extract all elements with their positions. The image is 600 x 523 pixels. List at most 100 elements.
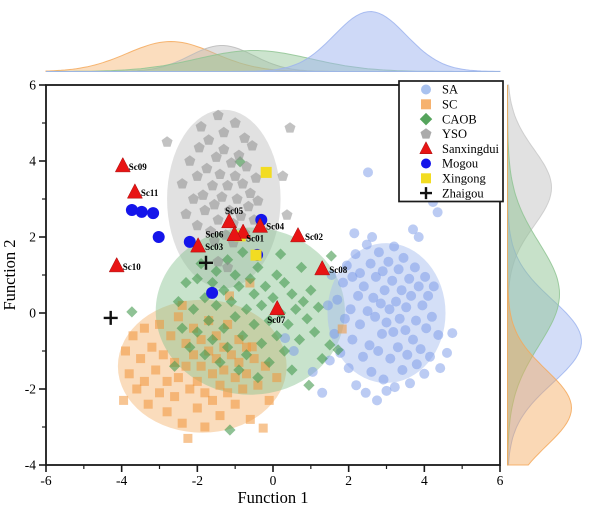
point-SC <box>223 388 233 398</box>
point-SC <box>208 369 217 379</box>
point-CAOB <box>286 364 298 376</box>
point-SA <box>365 258 376 269</box>
legend-label-Mogou: Mogou <box>442 157 479 171</box>
legend-label-YSO: YSO <box>442 127 467 141</box>
point-SA <box>442 347 452 358</box>
point-CAOB <box>203 314 215 327</box>
point-SC <box>181 338 191 348</box>
point-YSO <box>199 204 211 216</box>
point-SA <box>428 281 439 292</box>
point-SC <box>226 350 236 360</box>
point-SC <box>136 354 146 364</box>
point-SA <box>391 296 401 307</box>
point-label-Sc08: Sc08 <box>329 265 348 275</box>
point-YSO <box>233 149 245 160</box>
point-Sanxingdui-Sc06 <box>226 225 243 241</box>
point-SC <box>162 407 172 417</box>
point-label-Sc06: Sc06 <box>205 230 224 240</box>
legend-triangle-icon-Sanxingdui <box>419 141 433 154</box>
series-CAOB <box>126 156 344 436</box>
point-YSO <box>218 126 230 138</box>
point-Sanxingdui-Sc09 <box>114 156 131 173</box>
point-SA <box>355 319 365 330</box>
point-SA <box>379 285 390 296</box>
point-CAOB <box>252 261 264 274</box>
point-SA <box>367 232 378 242</box>
point-YSO <box>250 172 262 183</box>
point-YSO <box>193 141 205 153</box>
point-YSO <box>218 143 230 155</box>
point-SC <box>185 384 195 394</box>
point-SA <box>350 249 361 260</box>
point-SC <box>170 392 180 402</box>
point-SA <box>347 271 358 282</box>
point-CAOB <box>224 424 236 436</box>
point-SA <box>398 252 409 263</box>
legend-entry-Zhaigou: Zhaigou <box>420 186 484 200</box>
point-label-Sc11: Sc11 <box>141 188 159 198</box>
legend-label-SA: SA <box>442 83 458 97</box>
point-SA <box>423 290 434 301</box>
point-SA <box>347 334 358 345</box>
point-SC <box>189 323 198 333</box>
point-YSO <box>208 198 220 210</box>
point-SA <box>401 302 412 313</box>
point-SA <box>387 275 398 286</box>
point-CAOB <box>210 299 222 312</box>
point-CAOB <box>248 288 260 300</box>
point-SC <box>162 376 172 386</box>
point-SA <box>345 304 356 315</box>
point-SA <box>392 342 403 353</box>
point-CAOB <box>206 333 219 346</box>
series-YSO <box>161 109 296 273</box>
legend-entry-SC: SC <box>421 98 457 112</box>
point-CAOB <box>316 352 328 365</box>
point-CAOB <box>303 379 315 391</box>
point-SA <box>384 304 395 315</box>
legend-label-Sanxingdui: Sanxingdui <box>442 142 499 156</box>
point-SC <box>211 331 221 341</box>
point-SA <box>411 315 421 326</box>
point-YSO <box>252 195 264 206</box>
point-SA <box>353 290 364 301</box>
point-SA <box>383 256 394 267</box>
point-CAOB <box>267 292 279 304</box>
series-Zhaigou <box>103 255 213 325</box>
point-SA <box>435 363 446 374</box>
x-tick-label: 0 <box>270 473 277 488</box>
point-SA <box>363 167 373 178</box>
point-Xingong <box>260 166 272 178</box>
x-tick-label: -4 <box>116 473 127 488</box>
point-YSO <box>195 121 207 132</box>
x-tick-label: -2 <box>192 473 203 488</box>
point-SA <box>358 351 368 362</box>
point-SA <box>389 241 400 252</box>
point-SC <box>253 380 263 390</box>
point-CAOB <box>293 333 306 346</box>
point-YSO <box>216 191 228 202</box>
point-Sanxingdui-Sc05 <box>221 212 238 229</box>
point-CAOB <box>286 288 298 300</box>
legend-entry-SA: SA <box>421 83 458 97</box>
point-SC <box>128 331 138 341</box>
y-tick-label: 2 <box>29 230 36 245</box>
point-Sanxingdui-Sc02 <box>290 226 306 243</box>
point-SA <box>339 313 350 324</box>
point-CAOB <box>308 326 321 338</box>
point-SA <box>408 334 418 345</box>
point-CAOB <box>210 265 222 277</box>
point-SC <box>119 395 129 405</box>
point-SC <box>121 346 130 356</box>
point-CAOB <box>295 261 308 274</box>
point-SC <box>260 361 270 371</box>
point-SA <box>381 317 392 328</box>
point-YSO <box>244 187 256 198</box>
point-YSO <box>222 179 234 191</box>
point-SC <box>192 376 202 386</box>
point-YSO <box>203 134 215 145</box>
point-SA <box>419 368 430 379</box>
right-density-CAOB <box>507 85 561 466</box>
point-SA <box>355 268 365 279</box>
point-SC <box>264 395 274 405</box>
point-SA <box>397 365 408 375</box>
